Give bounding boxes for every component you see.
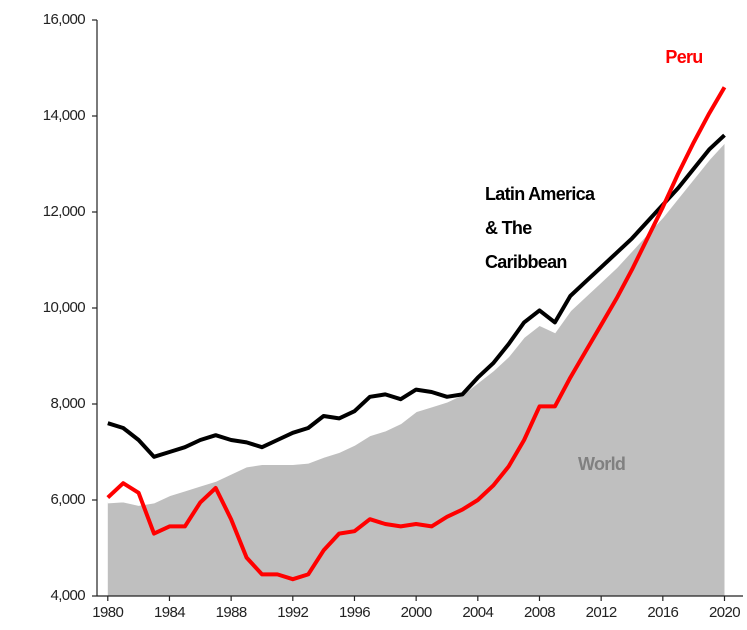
y-tick-label: 4,000 <box>50 587 85 604</box>
x-tick-label: 1984 <box>154 604 185 621</box>
x-tick-label: 2020 <box>709 604 740 621</box>
x-tick-label: 1992 <box>277 604 308 621</box>
annotation: Peru <box>665 47 702 67</box>
annotation: World <box>578 454 625 474</box>
y-tick-label: 10,000 <box>43 299 86 316</box>
y-tick-label: 6,000 <box>50 491 85 508</box>
x-tick-label: 2008 <box>524 604 555 621</box>
x-tick-label: 2012 <box>586 604 617 621</box>
x-tick-label: 1988 <box>216 604 247 621</box>
annotation: Latin America <box>485 184 596 204</box>
x-tick-label: 1980 <box>92 604 123 621</box>
y-tick-label: 12,000 <box>43 203 86 220</box>
x-tick-label: 2000 <box>401 604 432 621</box>
y-tick-label: 14,000 <box>43 107 86 124</box>
annotation: Caribbean <box>485 252 567 272</box>
x-tick-label: 1996 <box>339 604 370 621</box>
line <box>106 86 727 582</box>
annotation: & The <box>485 218 532 238</box>
x-tick-label: 2016 <box>647 604 678 621</box>
x-tick-label: 2004 <box>462 604 493 621</box>
area-edge <box>107 141 726 506</box>
y-tick-label: 16,000 <box>43 11 86 28</box>
y-tick-label: 8,000 <box>50 395 85 412</box>
line <box>107 133 726 459</box>
